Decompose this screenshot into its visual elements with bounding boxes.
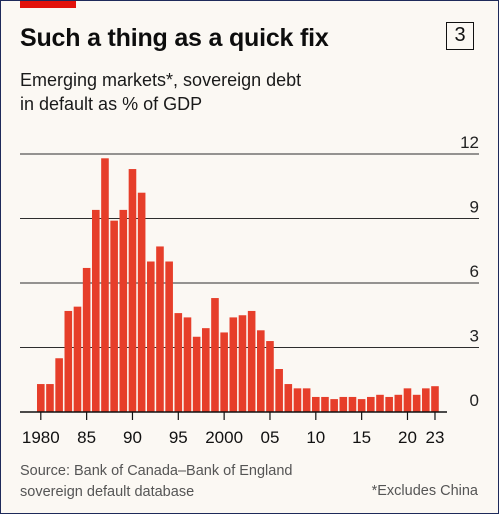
- bar-1989: [119, 209, 128, 412]
- bar-2002: [238, 315, 247, 412]
- footnote: *Excludes China: [371, 483, 478, 499]
- bar-2018: [385, 396, 393, 412]
- bar-1997: [192, 336, 201, 412]
- x-tick-label: 95: [169, 428, 188, 447]
- chart-number-badge: 3: [446, 22, 474, 50]
- bar-2007: [284, 384, 293, 412]
- bar-1992: [147, 261, 155, 412]
- bar-1988: [110, 220, 118, 412]
- bar-1994: [165, 261, 173, 412]
- bar-2004: [257, 330, 265, 412]
- x-tick-label: 90: [123, 428, 142, 447]
- bar-1990: [128, 169, 137, 412]
- bar-2020: [403, 388, 412, 412]
- y-tick-label: 12: [460, 133, 479, 152]
- x-tick-label: 15: [352, 428, 371, 447]
- bar-1984: [73, 306, 82, 412]
- bar-2010: [312, 396, 320, 412]
- x-tick-label: 2000: [205, 428, 243, 447]
- y-tick-label: 3: [470, 327, 479, 346]
- x-tick-label: 20: [398, 428, 417, 447]
- bar-2006: [275, 369, 283, 412]
- bar-1996: [183, 317, 192, 412]
- bar-1985: [82, 267, 91, 412]
- bar-layer: [37, 158, 439, 412]
- bar-2015: [357, 399, 366, 412]
- bar-2012: [330, 399, 338, 412]
- bar-1981: [46, 384, 54, 412]
- chart-title: Such a thing as a quick fix: [20, 24, 329, 52]
- y-tick-label: 6: [470, 262, 479, 281]
- bar-2009: [302, 388, 311, 412]
- chart-subtitle: Emerging markets*, sovereign debt in def…: [20, 70, 302, 114]
- bar-2022: [422, 388, 430, 412]
- accent-bar: [20, 1, 76, 8]
- bar-1999: [211, 298, 219, 412]
- x-tick-label: 05: [261, 428, 280, 447]
- source-note: Source: Bank of Canada–Bank of England s…: [20, 463, 293, 500]
- bar-2023: [431, 386, 439, 412]
- bar-2008: [293, 388, 302, 412]
- bar-2014: [348, 396, 357, 412]
- bar-1998: [202, 328, 210, 412]
- y-tick-label: 0: [470, 391, 479, 410]
- bar-1995: [174, 313, 183, 412]
- bar-1980: [37, 384, 45, 412]
- bar-2005: [266, 341, 274, 412]
- bar-2001: [229, 317, 238, 412]
- x-tick-label: 85: [77, 428, 96, 447]
- bar-2016: [367, 396, 375, 412]
- y-tick-label: 9: [470, 198, 479, 217]
- bar-2019: [394, 394, 403, 412]
- bar-1983: [64, 310, 73, 412]
- bar-2017: [376, 394, 384, 412]
- x-tick-label: 23: [426, 428, 445, 447]
- bar-2011: [321, 396, 329, 412]
- bar-2003: [247, 310, 256, 412]
- axis-layer: 0 3 6 9 12 1980 85 90 95 2000 05 10 15 20 23: [20, 133, 479, 447]
- x-tick-label: 1980: [22, 428, 60, 447]
- bar-2021: [412, 394, 421, 412]
- bar-1982: [55, 358, 63, 412]
- x-tick-label: 10: [306, 428, 325, 447]
- bar-1991: [137, 192, 146, 412]
- bar-2000: [220, 332, 228, 412]
- bar-2013: [339, 396, 348, 412]
- bar-1986: [92, 209, 100, 412]
- bar-1993: [156, 246, 164, 412]
- bar-1987: [101, 158, 109, 412]
